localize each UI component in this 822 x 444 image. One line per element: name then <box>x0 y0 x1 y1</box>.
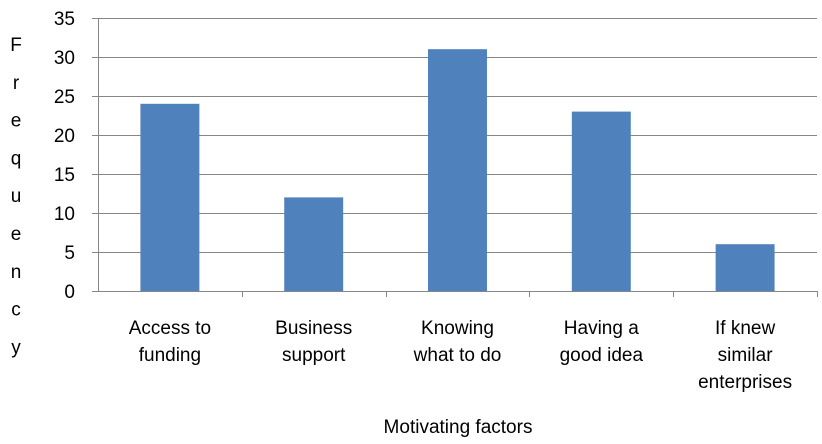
y-axis-title-letter: e <box>11 224 22 245</box>
x-category-label: Business support <box>275 318 352 366</box>
x-axis-title: Motivating factors <box>384 417 533 438</box>
bar <box>428 49 487 292</box>
x-category-label: Having a good idea <box>560 318 644 366</box>
y-axis-title-letter: F <box>10 35 22 56</box>
bar <box>715 244 775 291</box>
x-category-label: Knowing what to do <box>413 318 502 366</box>
bars <box>140 49 775 292</box>
x-category-label-line: enterprises <box>698 372 792 393</box>
x-category-label-line: If knew <box>715 318 775 339</box>
bar <box>284 197 344 291</box>
x-category-labels: Access to funding Business support Knowing wh… <box>129 318 792 393</box>
y-tick-label: 35 <box>54 9 75 30</box>
y-tick-label: 25 <box>54 87 75 108</box>
y-axis-title-letter: y <box>11 337 21 358</box>
y-axis-title-letter: q <box>11 148 22 169</box>
y-axis-title-letter: c <box>11 300 21 321</box>
y-tick-label: 20 <box>54 126 75 147</box>
x-category-label: Access to funding <box>129 318 211 366</box>
x-category-label: If knew similar enterprises <box>698 318 792 393</box>
y-tick-label: 15 <box>54 165 75 186</box>
y-tick-label: 30 <box>54 48 75 69</box>
x-category-label-line: similar <box>718 345 774 366</box>
y-tick-label: 10 <box>54 204 75 225</box>
y-axis-title-letter: e <box>11 111 22 132</box>
bar <box>140 103 200 291</box>
x-category-label-line: good idea <box>560 345 644 366</box>
x-category-label-line: support <box>282 345 346 366</box>
x-category-label-line: Having a <box>564 318 639 339</box>
x-category-label-line: Knowing <box>421 318 494 339</box>
y-axis-title-letter: r <box>13 73 20 94</box>
x-category-label-line: what to do <box>413 345 502 366</box>
y-axis-title-letter: n <box>11 262 22 283</box>
y-tick-label: 5 <box>64 243 75 264</box>
axes <box>92 18 818 297</box>
y-axis-title-letter: u <box>11 186 22 207</box>
x-category-label-line: funding <box>139 345 201 366</box>
x-category-label-line: Business <box>275 318 352 339</box>
y-tick-label: 0 <box>64 282 75 303</box>
bar <box>571 111 631 291</box>
x-category-label-line: Access to <box>129 318 211 339</box>
y-tick-labels: 0 5 10 15 20 25 30 35 <box>54 9 75 303</box>
